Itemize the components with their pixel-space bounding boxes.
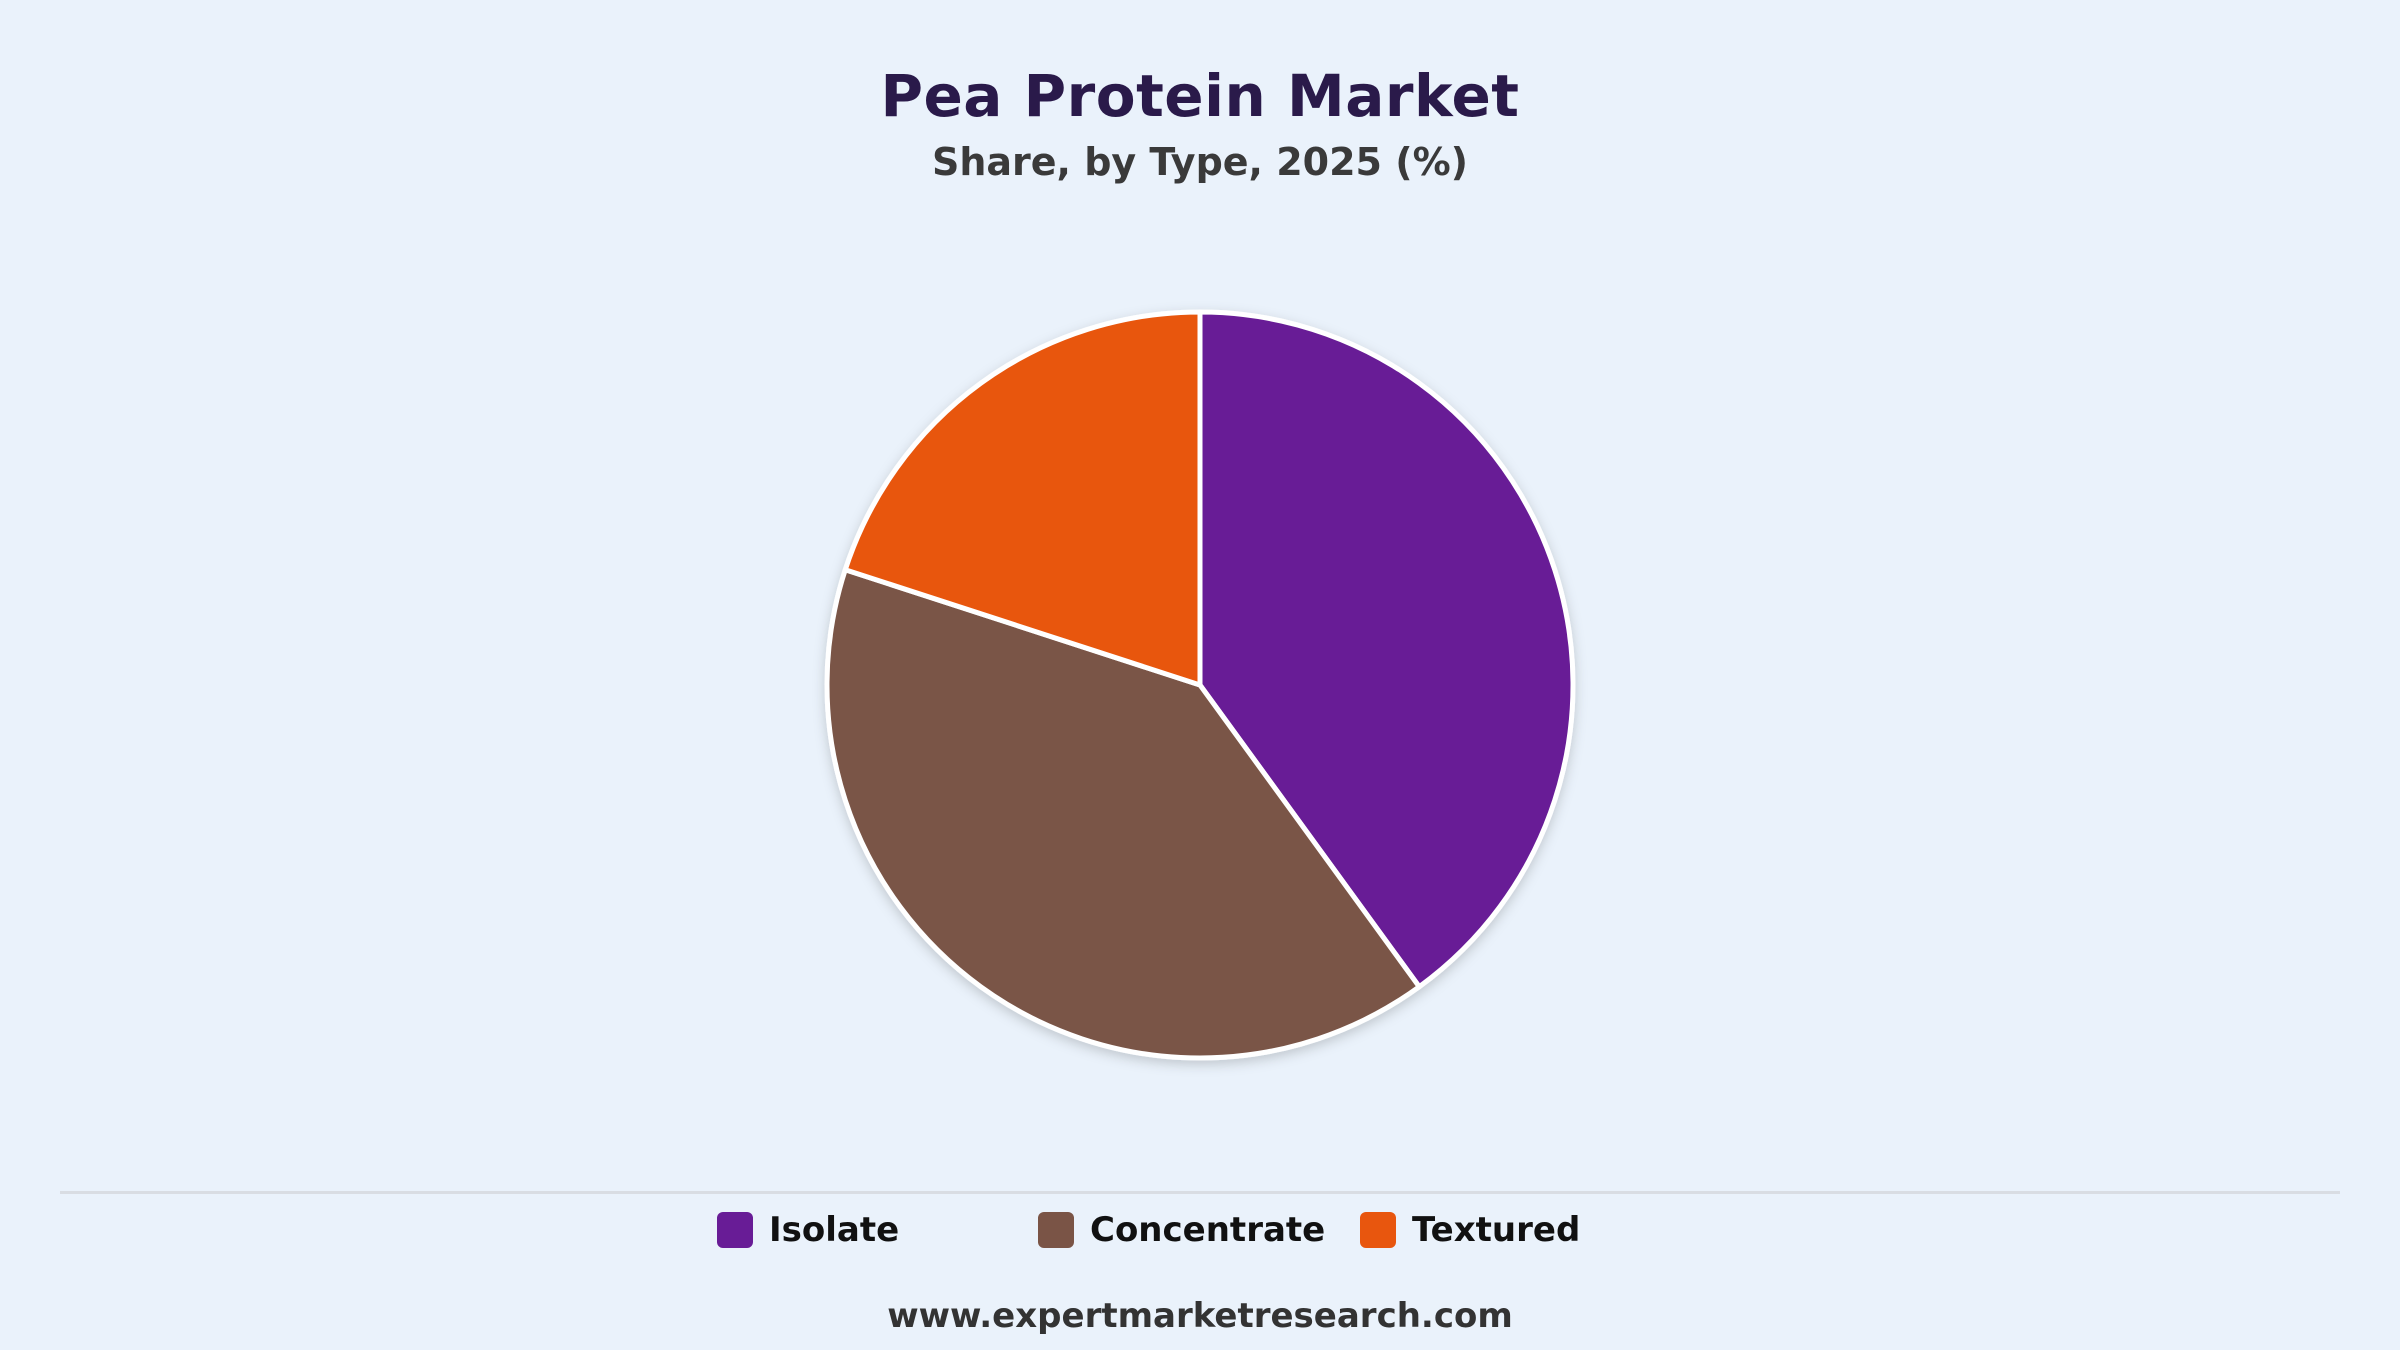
legend: Isolate Concentrate Textured — [0, 1208, 2400, 1252]
pie-slices — [824, 309, 1576, 1061]
source-url: www.expertmarketresearch.com — [887, 1296, 1513, 1336]
pie-slice-isolate[interactable] — [1197, 309, 1576, 990]
legend-label-isolate: Isolate — [769, 1210, 900, 1250]
legend-label-textured: Textured — [1412, 1210, 1581, 1250]
legend-label-concentrate: Concentrate — [1090, 1210, 1326, 1250]
legend-item-isolate[interactable]: Isolate — [717, 1208, 899, 1252]
pie-slice-concentrate[interactable] — [824, 567, 1422, 1061]
legend-item-textured[interactable]: Textured — [1360, 1208, 1580, 1252]
legend-swatch-textured — [1360, 1212, 1396, 1248]
chart-subtitle: Share, by Type, 2025 (%) — [931, 140, 1469, 184]
legend-item-concentrate[interactable]: Concentrate — [1038, 1208, 1325, 1252]
chart-title: Pea Protein Market — [880, 62, 1520, 130]
legend-swatch-concentrate — [1038, 1212, 1074, 1248]
pie-slice-textured[interactable] — [842, 309, 1203, 688]
legend-swatch-isolate — [717, 1212, 753, 1248]
legend-divider — [60, 1191, 2340, 1194]
